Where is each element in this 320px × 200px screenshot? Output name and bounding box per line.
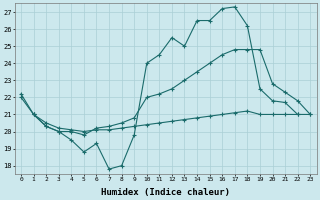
X-axis label: Humidex (Indice chaleur): Humidex (Indice chaleur) [101,188,230,197]
